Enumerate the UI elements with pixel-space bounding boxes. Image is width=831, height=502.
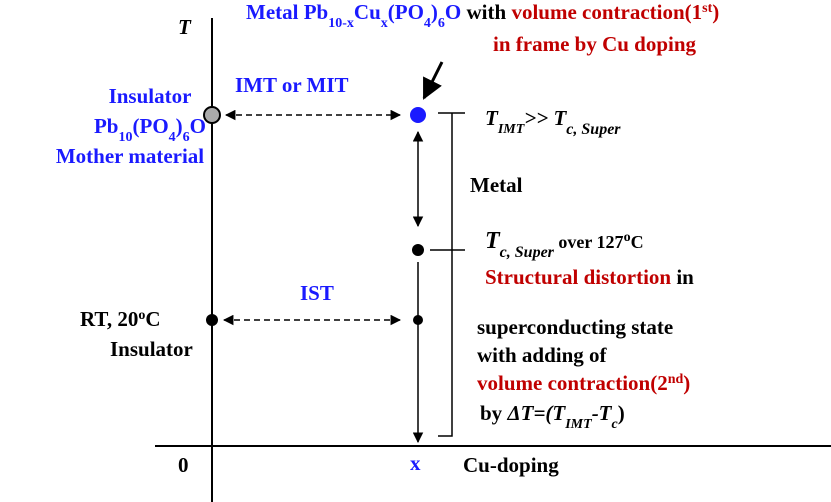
text-part: nd bbox=[668, 372, 684, 387]
text-part: C bbox=[631, 232, 644, 252]
text-part: o bbox=[138, 308, 145, 323]
text-part: st bbox=[702, 1, 712, 16]
rt-line2: Insulator bbox=[110, 337, 193, 361]
x-axis-label: Cu-doping bbox=[463, 453, 559, 477]
mother-line1: Insulator bbox=[109, 84, 192, 108]
text-part: 6 bbox=[438, 16, 445, 31]
text-part: over 127 bbox=[554, 232, 624, 252]
t-imt-label: TIMT>> Tc, Super bbox=[485, 106, 621, 138]
mother-line3: Mother material bbox=[56, 144, 204, 168]
text-part: o bbox=[624, 230, 631, 245]
text-part: IMT bbox=[564, 417, 593, 432]
text-part: =(T bbox=[533, 401, 566, 425]
note-4: volume contraction(2nd) bbox=[477, 371, 690, 395]
ist-label: IST bbox=[300, 281, 334, 305]
rt-point bbox=[206, 314, 218, 326]
text-part: (PO bbox=[388, 0, 424, 24]
text-part: -T bbox=[592, 401, 613, 425]
metal-point bbox=[410, 107, 426, 123]
text-part: in bbox=[671, 265, 694, 289]
text-part: RT, 20 bbox=[80, 307, 138, 331]
text-part: (PO bbox=[133, 114, 169, 138]
metal-note-line1: Metal Pb10-xCux(PO4)6O with volume contr… bbox=[246, 0, 719, 31]
text-part: T bbox=[485, 106, 499, 130]
text-part: 4 bbox=[424, 16, 431, 31]
note-3: with adding of bbox=[477, 343, 608, 367]
note-2: superconducting state bbox=[477, 315, 673, 339]
text-part: ) bbox=[712, 0, 719, 24]
text-part: x bbox=[381, 16, 388, 31]
text-part: Cu bbox=[354, 0, 381, 24]
text-part: ) bbox=[176, 114, 183, 138]
text-part: O bbox=[190, 114, 206, 138]
text-part: C bbox=[145, 307, 160, 331]
metal-note-line2: in frame by Cu doping bbox=[493, 32, 697, 56]
tc-label: Tc, Super over 127oC bbox=[485, 228, 644, 261]
t-axis-label: T bbox=[178, 15, 192, 39]
text-part: IMT bbox=[497, 122, 526, 137]
text-part: c, Super bbox=[566, 121, 621, 138]
text-part: O bbox=[445, 0, 461, 24]
rt-line1: RT, 20oC bbox=[80, 307, 161, 331]
pointer-arrow bbox=[422, 61, 444, 100]
text-part: Pb bbox=[94, 114, 119, 138]
text-part: ΔT bbox=[506, 401, 534, 425]
imt-label: IMT or MIT bbox=[235, 73, 349, 97]
note-1: Structural distortion in bbox=[485, 265, 694, 289]
text-part: 10 bbox=[119, 130, 133, 145]
mother-point bbox=[203, 106, 221, 124]
text-part: >> T bbox=[524, 106, 567, 130]
text-part: c, Super bbox=[500, 244, 555, 261]
text-part: Metal Pb bbox=[246, 0, 328, 24]
metal-label: Metal bbox=[470, 173, 523, 197]
origin-label: 0 bbox=[178, 453, 189, 477]
text-part: 6 bbox=[183, 130, 190, 145]
note-5: by ΔT=(TIMT-Tc) bbox=[480, 401, 625, 432]
text-part: c bbox=[612, 417, 619, 432]
mother-line2: Pb10(PO4)6O bbox=[94, 114, 206, 145]
text-part: T bbox=[485, 228, 501, 254]
text-part: 4 bbox=[169, 130, 176, 145]
text-part: ) bbox=[431, 0, 438, 24]
text-part: Structural distortion bbox=[485, 265, 671, 289]
x-rt-point bbox=[413, 315, 423, 325]
x-point-label: x bbox=[410, 451, 421, 475]
text-part: volume contraction(2 bbox=[477, 371, 668, 395]
text-part: volume contraction(1 bbox=[511, 0, 702, 24]
tc-point bbox=[412, 244, 424, 256]
text-part: 10-x bbox=[328, 16, 354, 31]
text-part: ) bbox=[618, 401, 625, 425]
bracket bbox=[438, 112, 465, 437]
text-part: with bbox=[461, 0, 511, 24]
text-part: by bbox=[480, 401, 507, 425]
text-part: ) bbox=[683, 371, 690, 395]
